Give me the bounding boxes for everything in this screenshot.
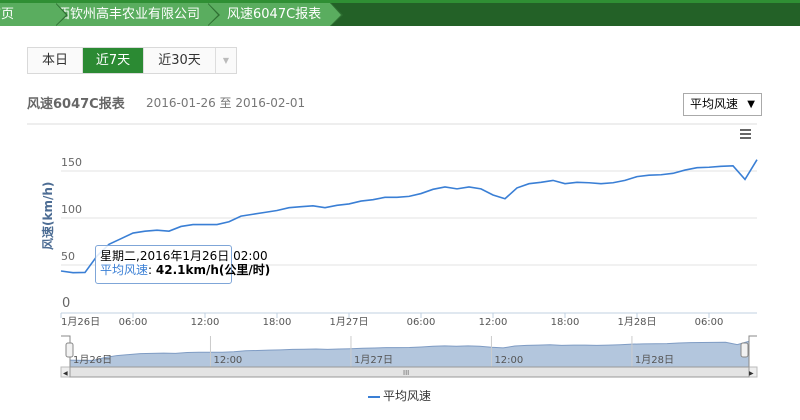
y-axis-label: 风速(km/h) <box>40 182 55 250</box>
navigator-tick-label: 1月27日 <box>354 354 393 366</box>
caret-down-icon: ▼ <box>747 99 755 110</box>
range-30days-button[interactable]: 近30天 <box>144 48 216 73</box>
x-tick-label: 18:00 <box>551 317 580 328</box>
navigator-right-handle[interactable] <box>740 342 749 358</box>
breadcrumb-home[interactable]: 首页 <box>0 3 68 26</box>
range-button-group: 本日 近7天 近30天 ▼ <box>27 47 237 74</box>
breadcrumb-report[interactable]: 风速6047C报表 <box>207 3 343 26</box>
x-tick-label: 06:00 <box>119 317 148 328</box>
tooltip-header: 星期二,2016年1月26日 02:00 <box>100 249 268 263</box>
menu-icon <box>740 133 751 135</box>
legend-label: 平均风速 <box>383 389 432 403</box>
scrollbar-grip-icon: III <box>403 369 409 377</box>
range-more-dropdown[interactable]: ▼ <box>216 48 236 73</box>
navigator-tick-label: 1月26日 <box>73 354 112 366</box>
scroll-right-icon: ▶ <box>749 370 754 377</box>
chart-tooltip: 星期二,2016年1月26日 02:00 平均风速: 42.1km/h(公里/时… <box>95 245 270 284</box>
y-tick-label: 150 <box>61 156 82 169</box>
x-tick-label: 1月27日 <box>329 316 368 328</box>
metric-select-value: 平均风速 <box>690 97 739 111</box>
range-7days-button[interactable]: 近7天 <box>83 48 144 73</box>
x-tick-label: 12:00 <box>191 317 220 328</box>
x-tick-label: 12:00 <box>479 317 508 328</box>
tooltip-value: 42.1km/h(公里/时) <box>155 263 271 277</box>
breadcrumb: 首页 广西钦州高丰农业有限公司 风速6047C报表 <box>0 0 800 26</box>
navigator-tick-label: 12:00 <box>213 355 242 366</box>
series-line <box>60 159 758 274</box>
legend-line-icon <box>368 395 380 398</box>
x-tick-label: 06:00 <box>407 317 436 328</box>
scrollbar-thumb[interactable] <box>69 366 750 378</box>
y-tick-label: 50 <box>61 250 75 263</box>
navigator-series <box>69 340 750 368</box>
x-tick-label: 1月26日 <box>61 316 100 328</box>
scroll-left-icon: ◀ <box>63 370 68 377</box>
report-title: 风速6047C报表 <box>27 97 125 112</box>
x-tick-label: 1月28日 <box>617 316 656 328</box>
x-tick-label: 06:00 <box>695 317 724 328</box>
x-tick-label: 18:00 <box>263 317 292 328</box>
y-tick-label: 0 <box>62 296 70 311</box>
report-date-range: 2016-01-26 至 2016-02-01 <box>146 96 306 110</box>
navigator-tick-label: 12:00 <box>494 355 523 366</box>
legend-item[interactable]: 平均风速 <box>368 387 431 404</box>
range-today-button[interactable]: 本日 <box>28 48 83 73</box>
breadcrumb-company[interactable]: 广西钦州高丰农业有限公司 <box>24 3 220 26</box>
menu-icon <box>740 129 751 131</box>
menu-icon <box>740 137 751 139</box>
metric-select[interactable]: 平均风速 ▼ <box>683 93 762 116</box>
caret-down-icon: ▼ <box>222 56 230 65</box>
navigator-tick-label: 1月28日 <box>635 354 674 366</box>
navigator-left-handle[interactable] <box>65 342 74 358</box>
tooltip-series: 平均风速 <box>100 263 149 277</box>
y-tick-label: 100 <box>61 203 82 216</box>
